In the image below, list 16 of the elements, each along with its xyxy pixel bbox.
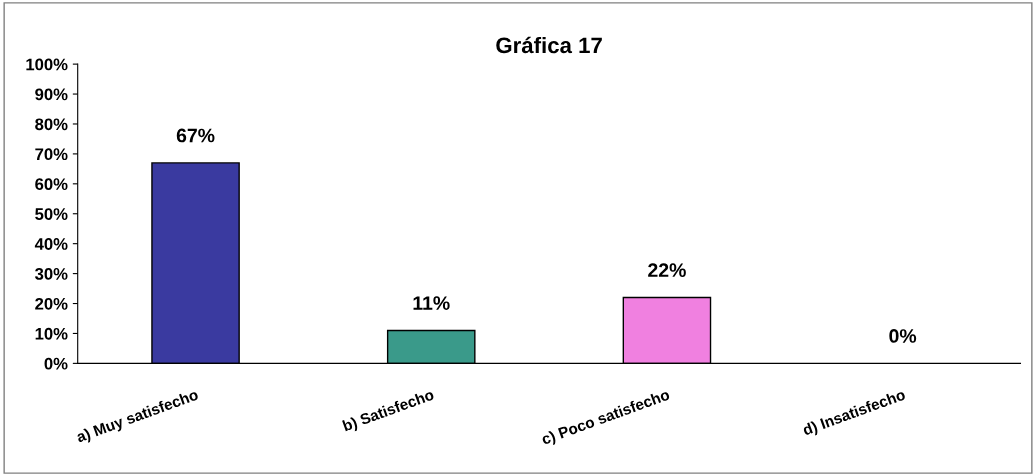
data-label: 22%: [648, 263, 686, 277]
y-tick-label: 80%: [35, 118, 68, 131]
y-tick-label: 60%: [35, 178, 68, 191]
y-tick-label: 20%: [35, 297, 68, 310]
y-tick-label: 10%: [35, 327, 68, 340]
y-tick-label: 90%: [35, 88, 68, 101]
data-label: 67%: [176, 128, 215, 143]
y-tick-label: 50%: [35, 208, 68, 220]
data-label: 0%: [889, 329, 917, 343]
y-tick-label: 0%: [44, 357, 68, 370]
chart-title: Gráfica 17: [496, 36, 602, 54]
data-label: 11%: [413, 296, 450, 310]
y-tick-label: 70%: [35, 148, 68, 161]
y-tick-label: 40%: [34, 238, 68, 250]
y-tick-label: 30%: [35, 268, 68, 280]
y-tick-label: 100%: [26, 58, 68, 71]
